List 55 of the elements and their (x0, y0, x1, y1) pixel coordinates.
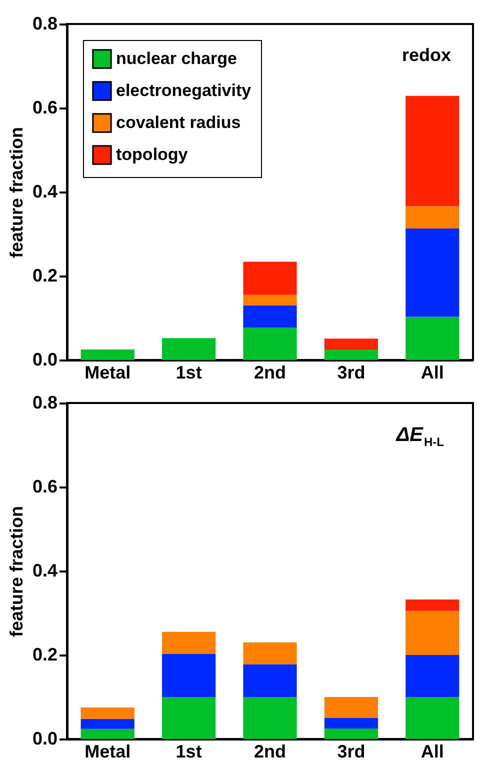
bar (324, 350, 378, 360)
x-tick-label: 2nd (254, 742, 286, 762)
x-tick-label: 3rd (337, 742, 366, 762)
bar (80, 708, 134, 719)
annotation: redox (402, 45, 451, 65)
x-tick-label: All (420, 362, 444, 382)
bar (243, 294, 297, 306)
bar (406, 655, 460, 697)
x-tick-label: 1st (176, 362, 202, 382)
bar (243, 697, 297, 739)
y-axis-title: feature fraction (6, 126, 26, 258)
y-tick-label: 0.2 (32, 644, 58, 664)
bar (162, 697, 216, 739)
bar (162, 654, 216, 697)
bar (80, 728, 134, 739)
bar (243, 642, 297, 664)
bar (324, 338, 378, 350)
y-tick-label: 0.8 (32, 392, 58, 412)
legend-label: covalent radius (116, 113, 241, 132)
bar (406, 228, 460, 317)
x-tick-label: 3rd (337, 362, 366, 382)
bar (324, 697, 378, 718)
bar (406, 96, 460, 206)
y-tick-label: 0.4 (32, 560, 58, 580)
x-tick-label: All (420, 742, 444, 762)
y-tick-label: 0.8 (32, 14, 58, 34)
bar (243, 305, 297, 328)
y-tick-label: 0.2 (32, 266, 58, 286)
bar (162, 632, 216, 654)
bar (406, 206, 460, 229)
legend-label: electronegativity (116, 81, 252, 100)
x-tick-label: 1st (176, 742, 202, 762)
x-tick-label: 2nd (254, 362, 286, 382)
x-tick-label: Metal (84, 362, 131, 382)
y-tick-label: 0.0 (32, 728, 58, 748)
bar (324, 728, 378, 739)
y-axis-title: feature fraction (6, 506, 26, 638)
bar (80, 718, 134, 729)
bar (162, 338, 216, 360)
bar (406, 697, 460, 739)
y-tick-label: 0.4 (32, 182, 58, 202)
y-tick-label: 0.6 (32, 98, 58, 118)
bar (243, 664, 297, 697)
bar (243, 328, 297, 360)
y-tick-label: 0.6 (32, 476, 58, 496)
y-tick-label: 0.0 (32, 350, 58, 370)
legend-label: nuclear charge (116, 49, 237, 68)
bar (243, 262, 297, 295)
x-tick-label: Metal (84, 742, 131, 762)
legend-label: topology (116, 145, 188, 164)
bar (80, 350, 134, 360)
bar (406, 600, 460, 611)
bar (324, 718, 378, 728)
bar (406, 316, 460, 360)
bar (406, 610, 460, 655)
